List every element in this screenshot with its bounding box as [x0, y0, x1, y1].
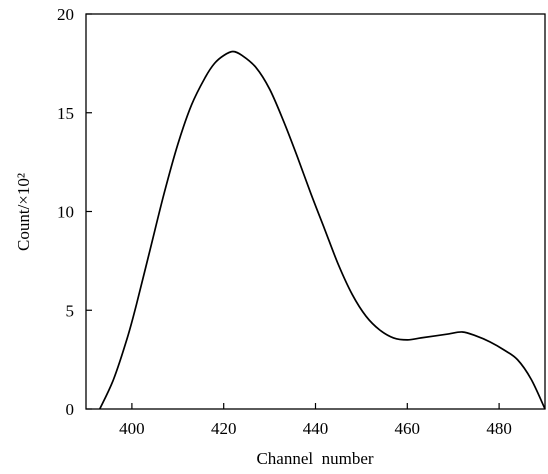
y-tick-label: 20	[57, 5, 74, 24]
series-line	[98, 50, 546, 410]
y-tick-label: 0	[66, 400, 75, 419]
x-tick-label: 460	[395, 419, 421, 438]
y-tick-label: 10	[57, 203, 74, 222]
x-tick-label: 440	[303, 419, 329, 438]
x-axis-ticks: 400 420 440 460 480	[119, 403, 512, 438]
y-tick-label: 15	[57, 104, 74, 123]
x-tick-label: 480	[486, 419, 512, 438]
x-tick-label: 420	[211, 419, 237, 438]
series-layer	[98, 50, 546, 410]
plot-frame	[85, 13, 546, 410]
y-axis-ticks: 0 5 10 15 20	[57, 5, 92, 419]
y-axis-title: Count/×10²	[14, 173, 33, 251]
x-axis-title: Channel number	[256, 449, 373, 468]
y-tick-label: 5	[66, 301, 75, 320]
x-tick-label: 400	[119, 419, 145, 438]
